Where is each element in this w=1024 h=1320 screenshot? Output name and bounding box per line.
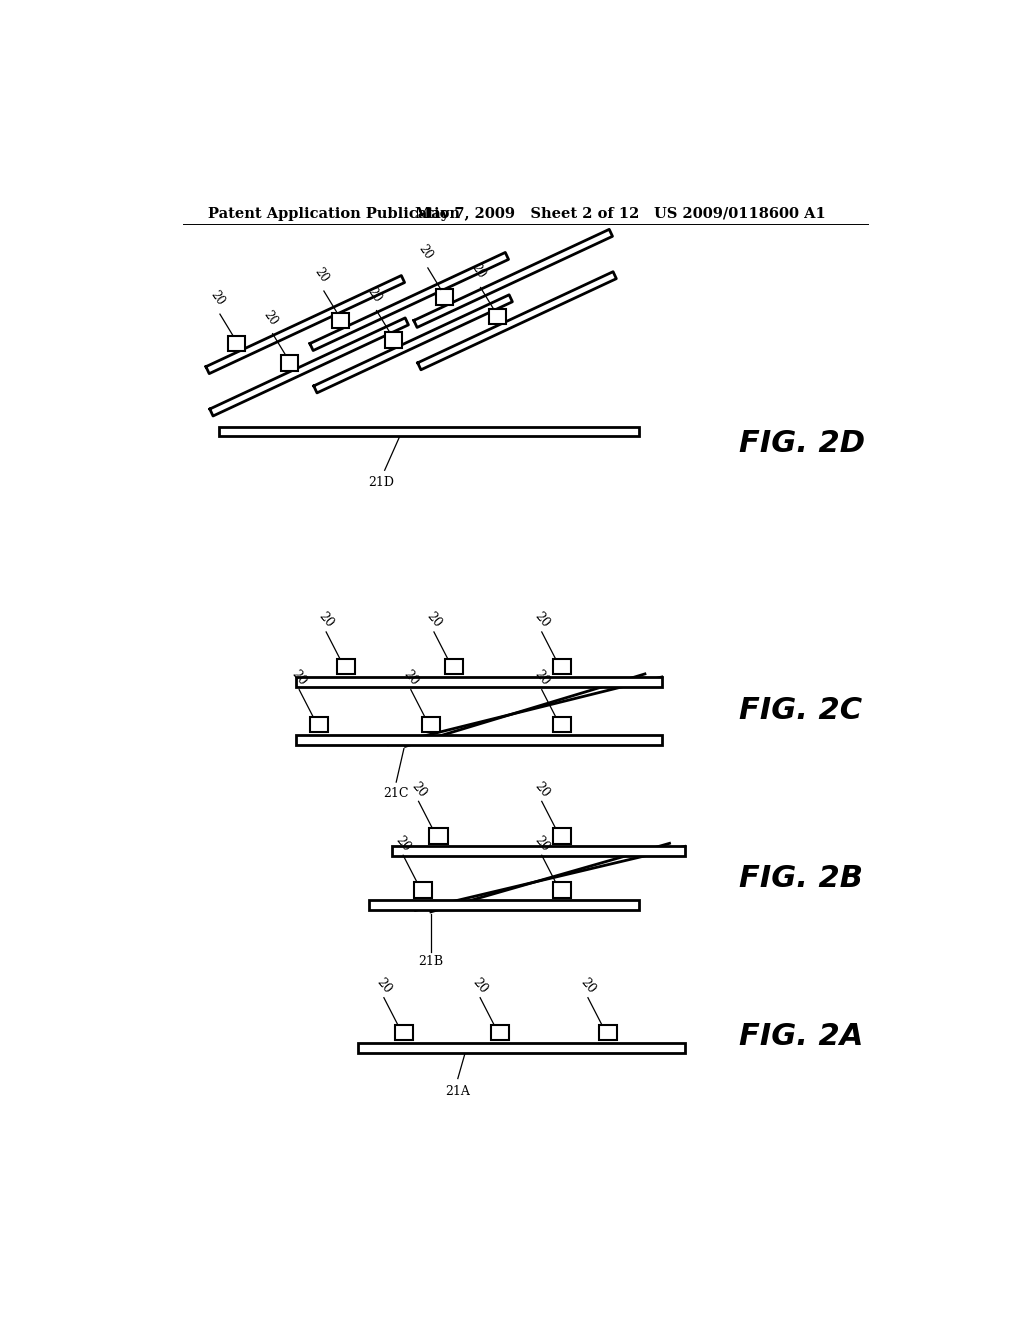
Bar [489, 309, 506, 325]
Bar [599, 1024, 617, 1040]
Text: 21B: 21B [418, 956, 443, 969]
Text: 20: 20 [531, 668, 552, 688]
Text: FIG. 2C: FIG. 2C [739, 696, 862, 725]
Text: 20: 20 [578, 975, 598, 997]
Text: 20: 20 [531, 833, 552, 854]
Polygon shape [418, 272, 616, 370]
Text: FIG. 2A: FIG. 2A [739, 1022, 863, 1051]
Text: 21A: 21A [445, 1085, 470, 1098]
Text: 21C: 21C [383, 788, 409, 800]
Bar [385, 333, 402, 347]
Bar [310, 717, 329, 733]
Text: 20: 20 [261, 308, 280, 327]
Bar [392, 846, 685, 857]
Text: 20: 20 [416, 242, 435, 261]
Bar [282, 355, 298, 371]
Bar [490, 1024, 509, 1040]
Text: 20: 20 [469, 261, 487, 281]
Bar [370, 900, 639, 911]
Bar [429, 829, 447, 843]
Bar [357, 1043, 685, 1053]
Text: May 7, 2009   Sheet 2 of 12: May 7, 2009 Sheet 2 of 12 [416, 207, 640, 220]
Text: Patent Application Publication: Patent Application Publication [208, 207, 460, 220]
Text: US 2009/0118600 A1: US 2009/0118600 A1 [654, 207, 826, 220]
Polygon shape [210, 318, 409, 416]
Text: FIG. 2D: FIG. 2D [739, 429, 865, 458]
Text: 20: 20 [393, 833, 414, 854]
Text: 20: 20 [400, 668, 421, 688]
Text: 20: 20 [470, 975, 490, 997]
Bar [436, 289, 454, 305]
Text: 20: 20 [316, 610, 336, 631]
Bar [553, 659, 571, 675]
Text: 20: 20 [365, 285, 384, 305]
Text: FIG. 2B: FIG. 2B [739, 863, 863, 892]
Bar [337, 659, 355, 675]
Polygon shape [206, 276, 404, 374]
Bar [414, 882, 432, 898]
Bar [296, 677, 662, 686]
Bar [553, 882, 571, 898]
Bar [333, 313, 349, 327]
Polygon shape [310, 252, 509, 351]
Bar [228, 335, 246, 351]
Text: 20: 20 [531, 779, 552, 800]
Bar [296, 735, 662, 744]
Text: 20: 20 [289, 668, 309, 688]
Bar [394, 1024, 413, 1040]
Text: 20: 20 [208, 288, 227, 308]
Bar [553, 717, 571, 733]
Text: 20: 20 [409, 779, 429, 800]
Bar [219, 428, 639, 437]
Bar [422, 717, 440, 733]
Polygon shape [414, 230, 612, 327]
Text: 20: 20 [312, 265, 331, 285]
Text: 20: 20 [531, 610, 552, 631]
Text: 20: 20 [374, 975, 394, 997]
Text: 21D: 21D [368, 477, 394, 490]
Text: 20: 20 [424, 610, 444, 631]
Polygon shape [313, 294, 512, 393]
Bar [553, 829, 571, 843]
Bar [444, 659, 463, 675]
